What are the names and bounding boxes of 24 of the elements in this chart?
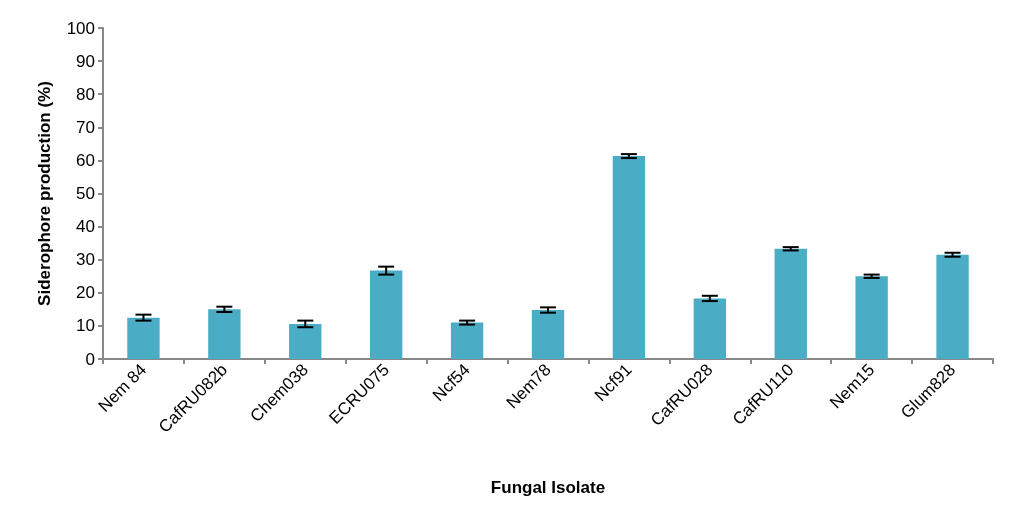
y-tick-label: 20 <box>76 283 95 303</box>
bar <box>855 276 888 359</box>
y-tick-label: 90 <box>76 51 95 71</box>
bar <box>693 298 726 359</box>
y-tick-label: 0 <box>85 349 95 369</box>
bar <box>450 322 484 359</box>
y-axis-title: Siderophore production (%) <box>35 81 54 306</box>
bar <box>208 309 241 359</box>
bar <box>127 317 160 359</box>
y-tick-label: 60 <box>76 150 95 170</box>
bar <box>774 248 807 359</box>
y-tick-label: 100 <box>66 18 95 38</box>
y-tick-label: 70 <box>76 117 95 137</box>
bar <box>370 270 403 359</box>
bar <box>289 323 322 359</box>
y-tick-label: 50 <box>76 184 95 203</box>
x-axis-title: Fungal Isolate <box>490 478 606 497</box>
y-tick-label: 30 <box>76 250 95 270</box>
y-tick-label: 80 <box>76 84 95 104</box>
bar <box>612 156 646 359</box>
bar <box>531 310 565 359</box>
bar <box>936 254 969 359</box>
y-tick-label: 40 <box>76 217 95 237</box>
y-tick-label: 10 <box>76 316 95 336</box>
